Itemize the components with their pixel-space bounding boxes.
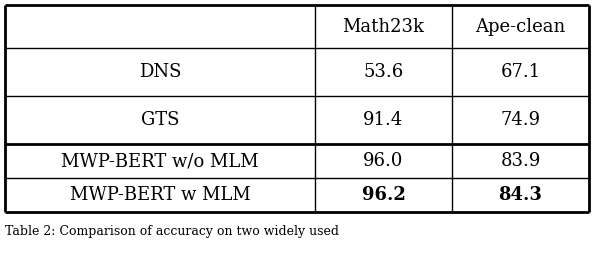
Text: 91.4: 91.4	[364, 111, 404, 129]
Text: Math23k: Math23k	[343, 18, 425, 35]
Text: 53.6: 53.6	[364, 63, 404, 81]
Text: GTS: GTS	[141, 111, 179, 129]
Text: 96.2: 96.2	[362, 186, 406, 204]
Text: MWP-BERT w MLM: MWP-BERT w MLM	[69, 186, 251, 204]
Text: MWP-BERT w/o MLM: MWP-BERT w/o MLM	[61, 152, 259, 170]
Text: 83.9: 83.9	[500, 152, 541, 170]
Text: 84.3: 84.3	[498, 186, 542, 204]
Text: DNS: DNS	[139, 63, 181, 81]
Text: 74.9: 74.9	[500, 111, 541, 129]
Text: 96.0: 96.0	[364, 152, 404, 170]
Text: Ape-clean: Ape-clean	[475, 18, 565, 35]
Text: 67.1: 67.1	[500, 63, 541, 81]
Text: Table 2: Comparison of accuracy on two widely used: Table 2: Comparison of accuracy on two w…	[5, 225, 339, 238]
